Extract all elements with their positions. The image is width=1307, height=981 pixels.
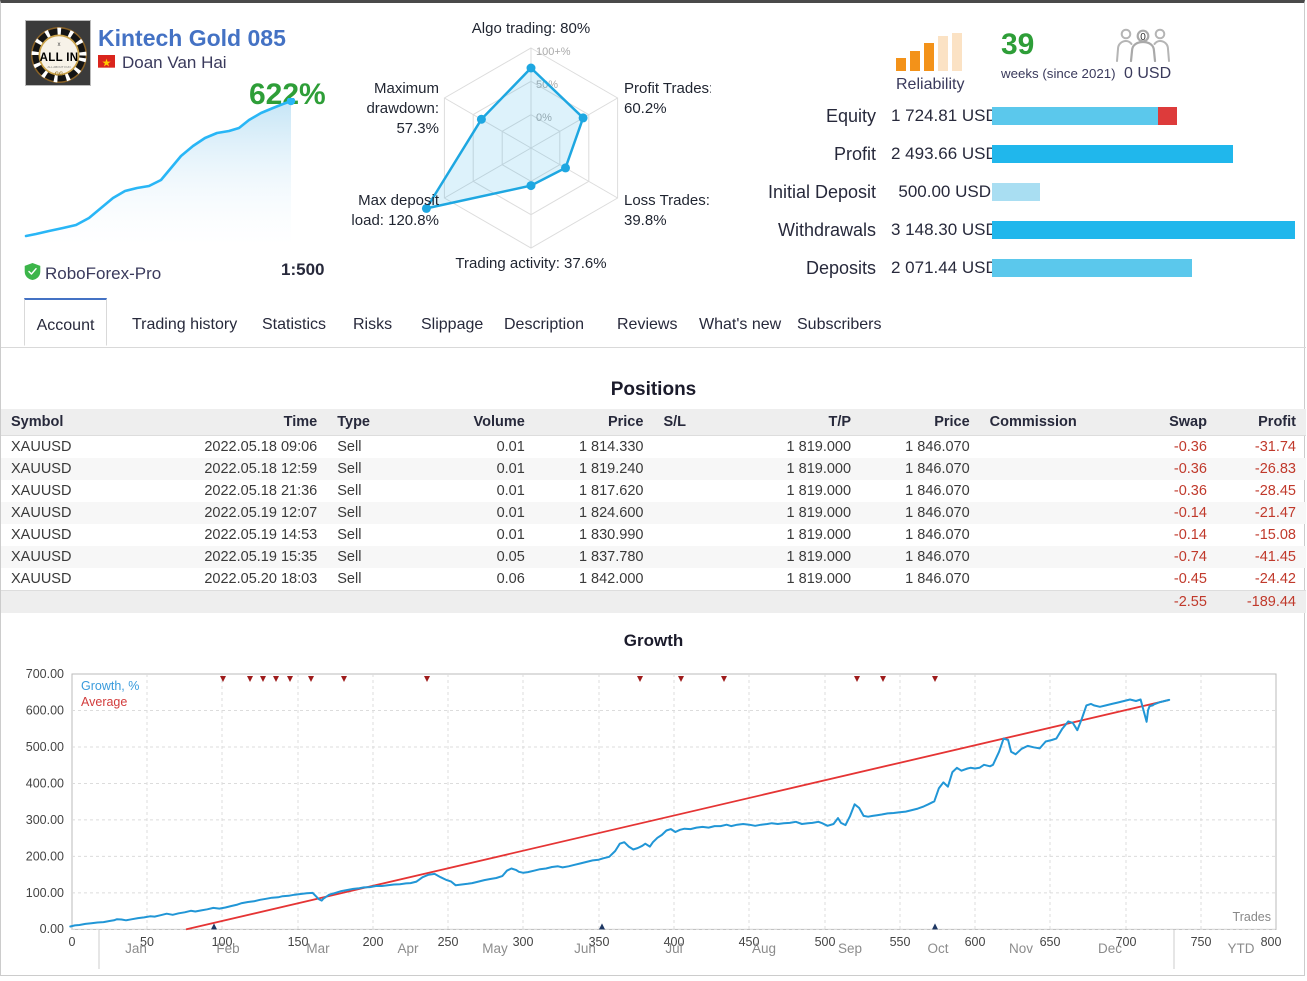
svg-text:Apr: Apr — [397, 941, 419, 956]
svg-text:Dec: Dec — [1098, 941, 1122, 956]
svg-text:Algo trading: 80%: Algo trading: 80% — [472, 20, 590, 37]
svg-text:Growth, %: Growth, % — [81, 679, 139, 693]
svg-text:Average: Average — [81, 695, 127, 709]
svg-text:600.00: 600.00 — [26, 704, 64, 718]
svg-text:Aug: Aug — [752, 941, 776, 956]
svg-text:200.00: 200.00 — [26, 849, 64, 863]
svg-text:Jul: Jul — [665, 941, 682, 956]
svg-text:500.00: 500.00 — [26, 740, 64, 754]
svg-text:Feb: Feb — [216, 941, 239, 956]
svg-text:500: 500 — [815, 935, 836, 949]
svg-text:550: 550 — [890, 935, 911, 949]
svg-text:700.00: 700.00 — [26, 667, 64, 681]
svg-text:100+%: 100+% — [536, 46, 571, 58]
svg-text:ALL ABOUT FUN: ALL ABOUT FUN — [47, 65, 70, 69]
svg-text:100.00: 100.00 — [26, 886, 64, 900]
svg-text:Sep: Sep — [838, 941, 862, 956]
svg-text:Mar: Mar — [306, 941, 330, 956]
svg-text:600: 600 — [965, 935, 986, 949]
svg-text:Oct: Oct — [927, 941, 948, 956]
svg-text:250: 250 — [438, 935, 459, 949]
svg-text:650: 650 — [1040, 935, 1061, 949]
svg-text:May: May — [482, 941, 508, 956]
svg-text:Trades: Trades — [1233, 910, 1271, 924]
svg-text:800: 800 — [1261, 935, 1282, 949]
svg-text:300.00: 300.00 — [26, 813, 64, 827]
svg-text:Nov: Nov — [1009, 941, 1033, 956]
svg-text:750: 750 — [1191, 935, 1212, 949]
svg-text:x: x — [58, 42, 61, 48]
svg-text:Maximum: Maximum — [374, 80, 439, 97]
svg-text:0.00: 0.00 — [40, 922, 64, 936]
svg-text:0: 0 — [69, 935, 76, 949]
svg-text:YTD: YTD — [1228, 941, 1255, 956]
svg-text:Profit Trades:: Profit Trades: — [624, 80, 711, 97]
svg-text:200: 200 — [363, 935, 384, 949]
svg-text:Jan: Jan — [125, 941, 147, 956]
svg-text:150: 150 — [288, 935, 309, 949]
svg-text:Jun: Jun — [574, 941, 596, 956]
svg-text:400.00: 400.00 — [26, 777, 64, 791]
svg-text:0: 0 — [1140, 32, 1146, 43]
svg-text:300: 300 — [513, 935, 534, 949]
svg-text:GG: GG — [55, 72, 64, 78]
svg-text:ALL IN: ALL IN — [40, 52, 79, 64]
